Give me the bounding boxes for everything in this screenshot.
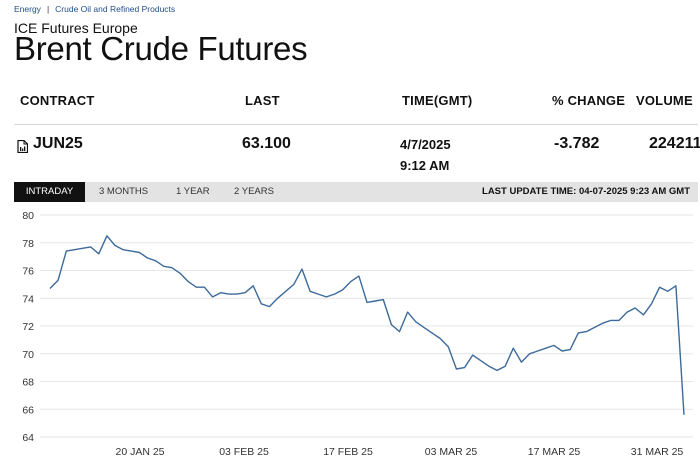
time-date: 4/7/2025: [400, 137, 451, 152]
time-value: 4/7/2025 9:12 AM: [400, 134, 451, 176]
breadcrumb-separator: |: [46, 4, 50, 14]
y-tick-label: 80: [22, 210, 34, 222]
tab-3-months[interactable]: 3 MONTHS: [99, 186, 149, 197]
breadcrumb: Energy | Crude Oil and Refined Products: [14, 4, 175, 14]
tab-intraday[interactable]: INTRADAY: [14, 182, 85, 202]
header-volume: VOLUME: [636, 93, 693, 108]
x-tick-label: 17 MAR 25: [528, 446, 581, 458]
header-time: TIME(GMT): [402, 93, 473, 108]
y-tick-label: 78: [22, 238, 34, 250]
header-pct-change: % CHANGE: [552, 93, 626, 108]
tab-1-year[interactable]: 1 YEAR: [176, 186, 210, 197]
x-tick-label: 03 FEB 25: [219, 446, 269, 458]
y-tick-label: 66: [22, 404, 34, 416]
last-value: 63.100: [242, 135, 291, 152]
volume-value: 224211: [649, 135, 700, 152]
x-tick-label: 17 FEB 25: [323, 446, 373, 458]
table-divider: [14, 124, 698, 125]
y-tick-label: 64: [22, 432, 34, 444]
x-tick-label: 20 JAN 25: [115, 446, 164, 458]
y-tick-label: 70: [22, 349, 34, 361]
page-title: Brent Crude Futures: [14, 30, 308, 67]
document-icon[interactable]: [17, 139, 29, 158]
breadcrumb-energy-link[interactable]: Energy: [14, 4, 41, 14]
header-last: LAST: [245, 93, 280, 108]
y-tick-label: 72: [22, 321, 34, 333]
breadcrumb-crude-oil-link[interactable]: Crude Oil and Refined Products: [55, 4, 176, 14]
header-contract: CONTRACT: [20, 93, 95, 108]
last-update-time: LAST UPDATE TIME: 04-07-2025 9:23 AM GMT: [482, 186, 690, 197]
y-tick-label: 68: [22, 377, 34, 389]
chart-range-tabs: INTRADAY 3 MONTHS 1 YEAR 2 YEARS LAST UP…: [14, 182, 698, 202]
x-tick-label: 03 MAR 25: [425, 446, 478, 458]
price-chart: 64 66 68 70 72 74 76 78 80 20 JAN 25 03 FEB 25 17 …: [22, 210, 693, 458]
y-tick-label: 76: [22, 266, 34, 278]
contract-value[interactable]: JUN25: [33, 135, 83, 152]
pct-change-value: -3.782: [554, 135, 600, 152]
y-tick-label: 74: [22, 293, 34, 305]
time-clock: 9:12 AM: [400, 158, 450, 173]
price-series-line: [49, 235, 685, 415]
tab-2-years[interactable]: 2 YEARS: [234, 186, 274, 197]
x-tick-label: 31 MAR 25: [631, 446, 684, 458]
exchange-name: ICE Futures Europe: [14, 20, 138, 36]
